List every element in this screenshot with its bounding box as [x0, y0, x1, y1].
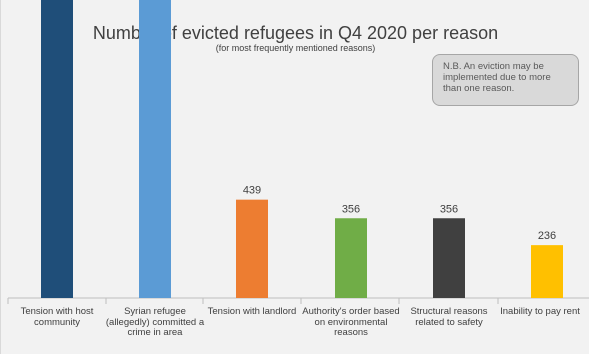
chart-subtitle: (for most frequently mentioned reasons): [215, 43, 376, 53]
bar-3: [236, 199, 268, 298]
bar-1: [41, 0, 73, 299]
category-label-6: Inability to pay rent: [500, 306, 580, 317]
data-label-6: 236: [538, 230, 556, 242]
category-label-2: Syrian refugee (allegedly) committed a c…: [105, 306, 205, 338]
bar-5: [433, 218, 465, 298]
category-label-4: Authority's order based on environmental…: [302, 306, 400, 338]
category-label-5: Structural reasons related to safety: [410, 306, 488, 328]
bar-4: [335, 218, 367, 298]
note-box: N.B. An eviction may be implemented due …: [432, 54, 579, 106]
data-label-4: 356: [342, 203, 360, 215]
bar-2: [139, 0, 171, 298]
chart-title: Number of evicted refugees in Q4 2020 pe…: [92, 23, 499, 43]
category-label-3: Tension with landlord: [207, 306, 297, 317]
data-label-3: 439: [243, 185, 261, 197]
bar-6: [531, 245, 563, 298]
category-label-1: Tension with host community: [20, 306, 94, 328]
data-label-5: 356: [440, 203, 458, 215]
